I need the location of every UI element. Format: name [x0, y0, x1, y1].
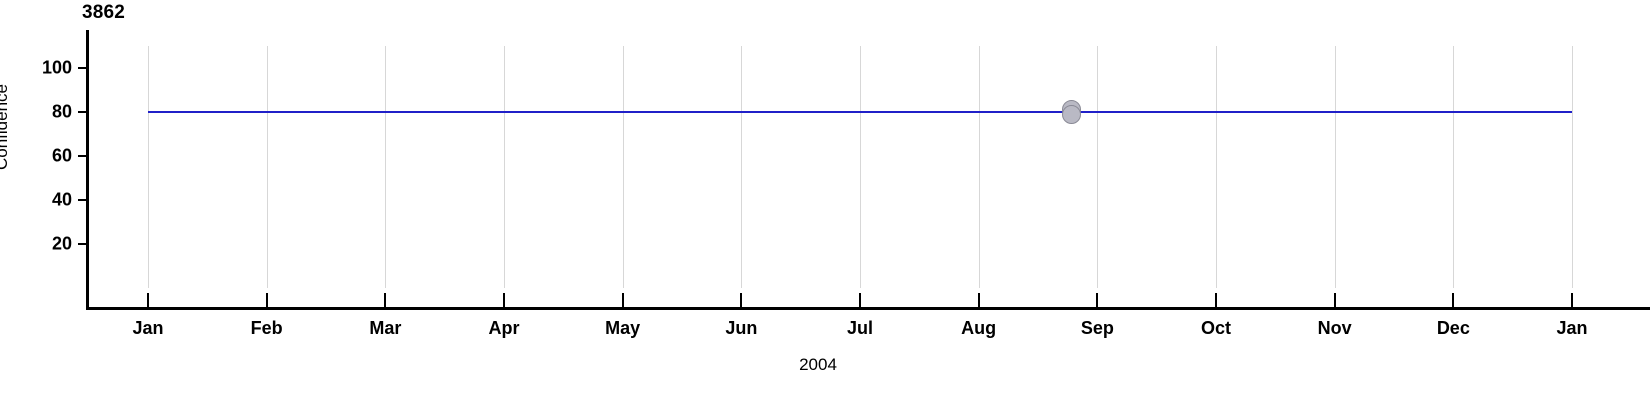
- x-tick-mark-9: [1215, 293, 1217, 308]
- x-tick-label-jan-0: Jan: [132, 318, 164, 338]
- x-tick-mark-7: [977, 293, 980, 308]
- series-line-segment: [1097, 111, 1216, 113]
- gridline-jan-0: [148, 46, 149, 288]
- series-line-segment: [148, 111, 267, 113]
- gridline-feb-1: [266, 46, 268, 288]
- series-line-segment: [1453, 111, 1572, 113]
- gridline-jan-12: [1572, 46, 1573, 288]
- series-line-segment: [1334, 111, 1454, 113]
- x-tick-label-nov-10: Nov: [1317, 318, 1352, 338]
- x-tick-mark-11: [1452, 293, 1455, 308]
- x-tick-label-apr-3: Apr: [488, 318, 520, 338]
- gridline-nov-10: [1334, 46, 1336, 288]
- y-tick-label-60: 60: [51, 145, 72, 166]
- y-tick-label-40: 40: [51, 189, 72, 210]
- x-tick-label-oct-9: Oct: [1200, 318, 1232, 338]
- y-axis-title: Confidence: [0, 83, 11, 170]
- x-tick-label-jul-6: Jul: [846, 318, 874, 338]
- x-axis-spine: [86, 307, 1650, 310]
- y-tick-mark-100: [78, 67, 87, 69]
- x-tick-mark-8: [1096, 293, 1099, 308]
- x-tick-mark-4: [621, 293, 624, 308]
- x-tick-label-jan-12: Jan: [1556, 318, 1588, 338]
- x-tick-mark-3: [503, 293, 505, 308]
- x-tick-label-jun-5: Jun: [725, 318, 758, 338]
- x-tick-mark-5: [740, 293, 743, 308]
- x-tick-label-feb-1: Feb: [250, 318, 283, 338]
- x-tick-mark-1: [265, 293, 268, 308]
- y-tick-mark-40: [78, 199, 87, 201]
- series-line-segment: [1216, 111, 1335, 113]
- y-tick-label-20: 20: [51, 233, 72, 254]
- gridline-mar-2: [385, 46, 387, 288]
- gridline-dec-11: [1453, 46, 1455, 288]
- x-tick-label-dec-11: Dec: [1436, 318, 1470, 338]
- gridline-oct-9: [1216, 46, 1217, 288]
- y-tick-mark-60: [78, 155, 87, 157]
- y-tick-mark-20: [78, 243, 87, 245]
- x-tick-label-sep-8: Sep: [1080, 318, 1114, 338]
- x-tick-label-mar-2: Mar: [369, 318, 402, 338]
- gridline-may-4: [622, 46, 624, 288]
- x-tick-mark-2: [384, 293, 387, 308]
- gridline-aug-7: [978, 46, 980, 288]
- x-tick-label-may-4: May: [605, 318, 641, 338]
- x-tick-mark-12: [1571, 293, 1573, 308]
- series-line-segment: [978, 111, 1098, 113]
- gridline-apr-3: [504, 46, 505, 288]
- x-tick-mark-0: [147, 293, 149, 308]
- y-tick-label-100: 100: [41, 57, 72, 78]
- series-line-segment: [741, 111, 860, 113]
- y-tick-label-80: 80: [51, 101, 72, 122]
- gridline-sep-8: [1097, 46, 1099, 288]
- series-line-segment: [622, 111, 742, 113]
- x-tick-mark-10: [1333, 293, 1336, 308]
- series-line-segment: [860, 111, 979, 113]
- data-point-marker-1[interactable]: [1062, 104, 1082, 124]
- x-axis-title: 2004: [799, 355, 837, 374]
- series-line-segment: [266, 111, 386, 113]
- x-tick-mark-6: [859, 293, 861, 308]
- x-tick-label-aug-7: Aug: [961, 318, 997, 338]
- series-line-segment: [385, 111, 504, 113]
- gridline-jul-6: [860, 46, 861, 288]
- chart-title: 3862: [82, 2, 126, 23]
- gridline-jun-5: [741, 46, 743, 288]
- y-axis-spine: [86, 30, 89, 310]
- series-line-segment: [504, 111, 623, 113]
- y-tick-mark-80: [78, 111, 87, 113]
